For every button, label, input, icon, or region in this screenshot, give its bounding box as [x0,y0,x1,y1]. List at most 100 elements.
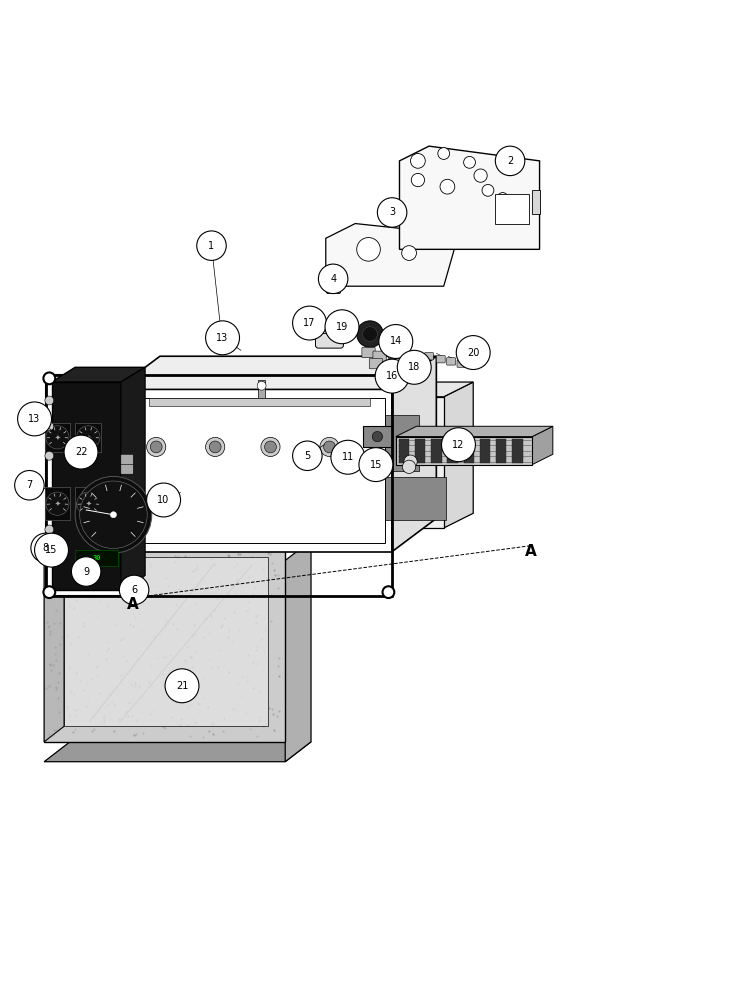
Polygon shape [326,224,459,286]
Bar [464,439,474,463]
Circle shape [18,402,52,436]
Polygon shape [363,426,392,447]
Circle shape [323,441,335,453]
Text: 15: 15 [45,545,58,555]
Polygon shape [64,557,269,726]
FancyBboxPatch shape [102,435,111,454]
Text: 15: 15 [370,460,382,470]
Circle shape [206,321,240,355]
Circle shape [457,336,490,370]
Circle shape [35,533,69,567]
Bar [415,439,425,463]
Polygon shape [44,742,311,762]
Circle shape [258,381,266,390]
Text: 11: 11 [342,452,354,462]
Circle shape [77,492,100,515]
Circle shape [77,426,100,449]
FancyBboxPatch shape [457,360,466,367]
Polygon shape [444,382,473,528]
Circle shape [45,451,54,460]
Polygon shape [396,426,553,437]
Circle shape [206,437,225,457]
Text: 7: 7 [27,480,33,490]
Text: ✦: ✦ [85,501,91,507]
Polygon shape [260,382,473,397]
Polygon shape [121,367,145,590]
Text: 14: 14 [390,336,402,346]
Circle shape [402,246,417,260]
Circle shape [482,184,494,196]
Circle shape [438,148,450,159]
Polygon shape [115,389,392,552]
Circle shape [45,396,54,405]
Text: 30: 30 [92,555,101,561]
FancyBboxPatch shape [447,358,456,365]
Circle shape [147,483,181,517]
Circle shape [375,359,409,393]
Text: 3: 3 [389,207,395,217]
Circle shape [50,532,64,546]
Bar [496,439,506,463]
Circle shape [337,322,351,336]
Text: 2: 2 [507,156,514,166]
Text: 20: 20 [467,348,480,358]
Circle shape [292,441,322,471]
Text: A: A [127,597,138,612]
Polygon shape [46,375,127,596]
Circle shape [357,238,380,261]
Text: 13: 13 [28,414,41,424]
FancyBboxPatch shape [425,353,434,360]
Bar [512,439,522,463]
FancyBboxPatch shape [369,358,383,369]
Circle shape [46,426,69,449]
Bar [376,477,446,520]
Polygon shape [392,356,437,552]
Bar [448,439,458,463]
Text: 21: 21 [176,681,188,691]
Circle shape [45,525,54,534]
Circle shape [80,481,147,548]
Circle shape [379,325,413,358]
Bar [75,423,101,452]
Circle shape [45,547,54,556]
Circle shape [75,476,152,553]
Circle shape [331,440,365,474]
Circle shape [44,586,56,598]
Circle shape [44,541,58,555]
Bar [258,380,266,398]
Polygon shape [52,367,145,382]
Bar [272,477,315,520]
Circle shape [44,372,56,384]
Polygon shape [44,541,285,742]
Text: 17: 17 [303,318,316,328]
Circle shape [497,193,508,203]
Circle shape [147,437,166,457]
Bar [376,415,419,471]
Polygon shape [115,356,437,389]
Polygon shape [44,541,64,742]
Circle shape [110,512,116,518]
Text: 16: 16 [386,371,398,381]
Text: ✦: ✦ [85,434,91,440]
Circle shape [72,557,101,586]
Polygon shape [532,426,553,465]
Bar [149,398,370,406]
Circle shape [440,179,455,194]
Polygon shape [260,397,444,528]
FancyBboxPatch shape [121,464,133,474]
Bar [44,487,70,520]
Text: 22: 22 [75,447,87,457]
Circle shape [474,169,487,182]
Circle shape [15,471,44,500]
Circle shape [403,460,416,473]
Circle shape [359,448,393,482]
FancyBboxPatch shape [121,454,133,465]
Text: 1: 1 [209,241,215,251]
Circle shape [318,264,348,294]
Circle shape [397,350,431,384]
Polygon shape [285,541,311,762]
FancyBboxPatch shape [315,333,343,348]
Bar [44,423,70,452]
Text: 13: 13 [216,333,229,343]
Text: 9: 9 [83,567,90,577]
